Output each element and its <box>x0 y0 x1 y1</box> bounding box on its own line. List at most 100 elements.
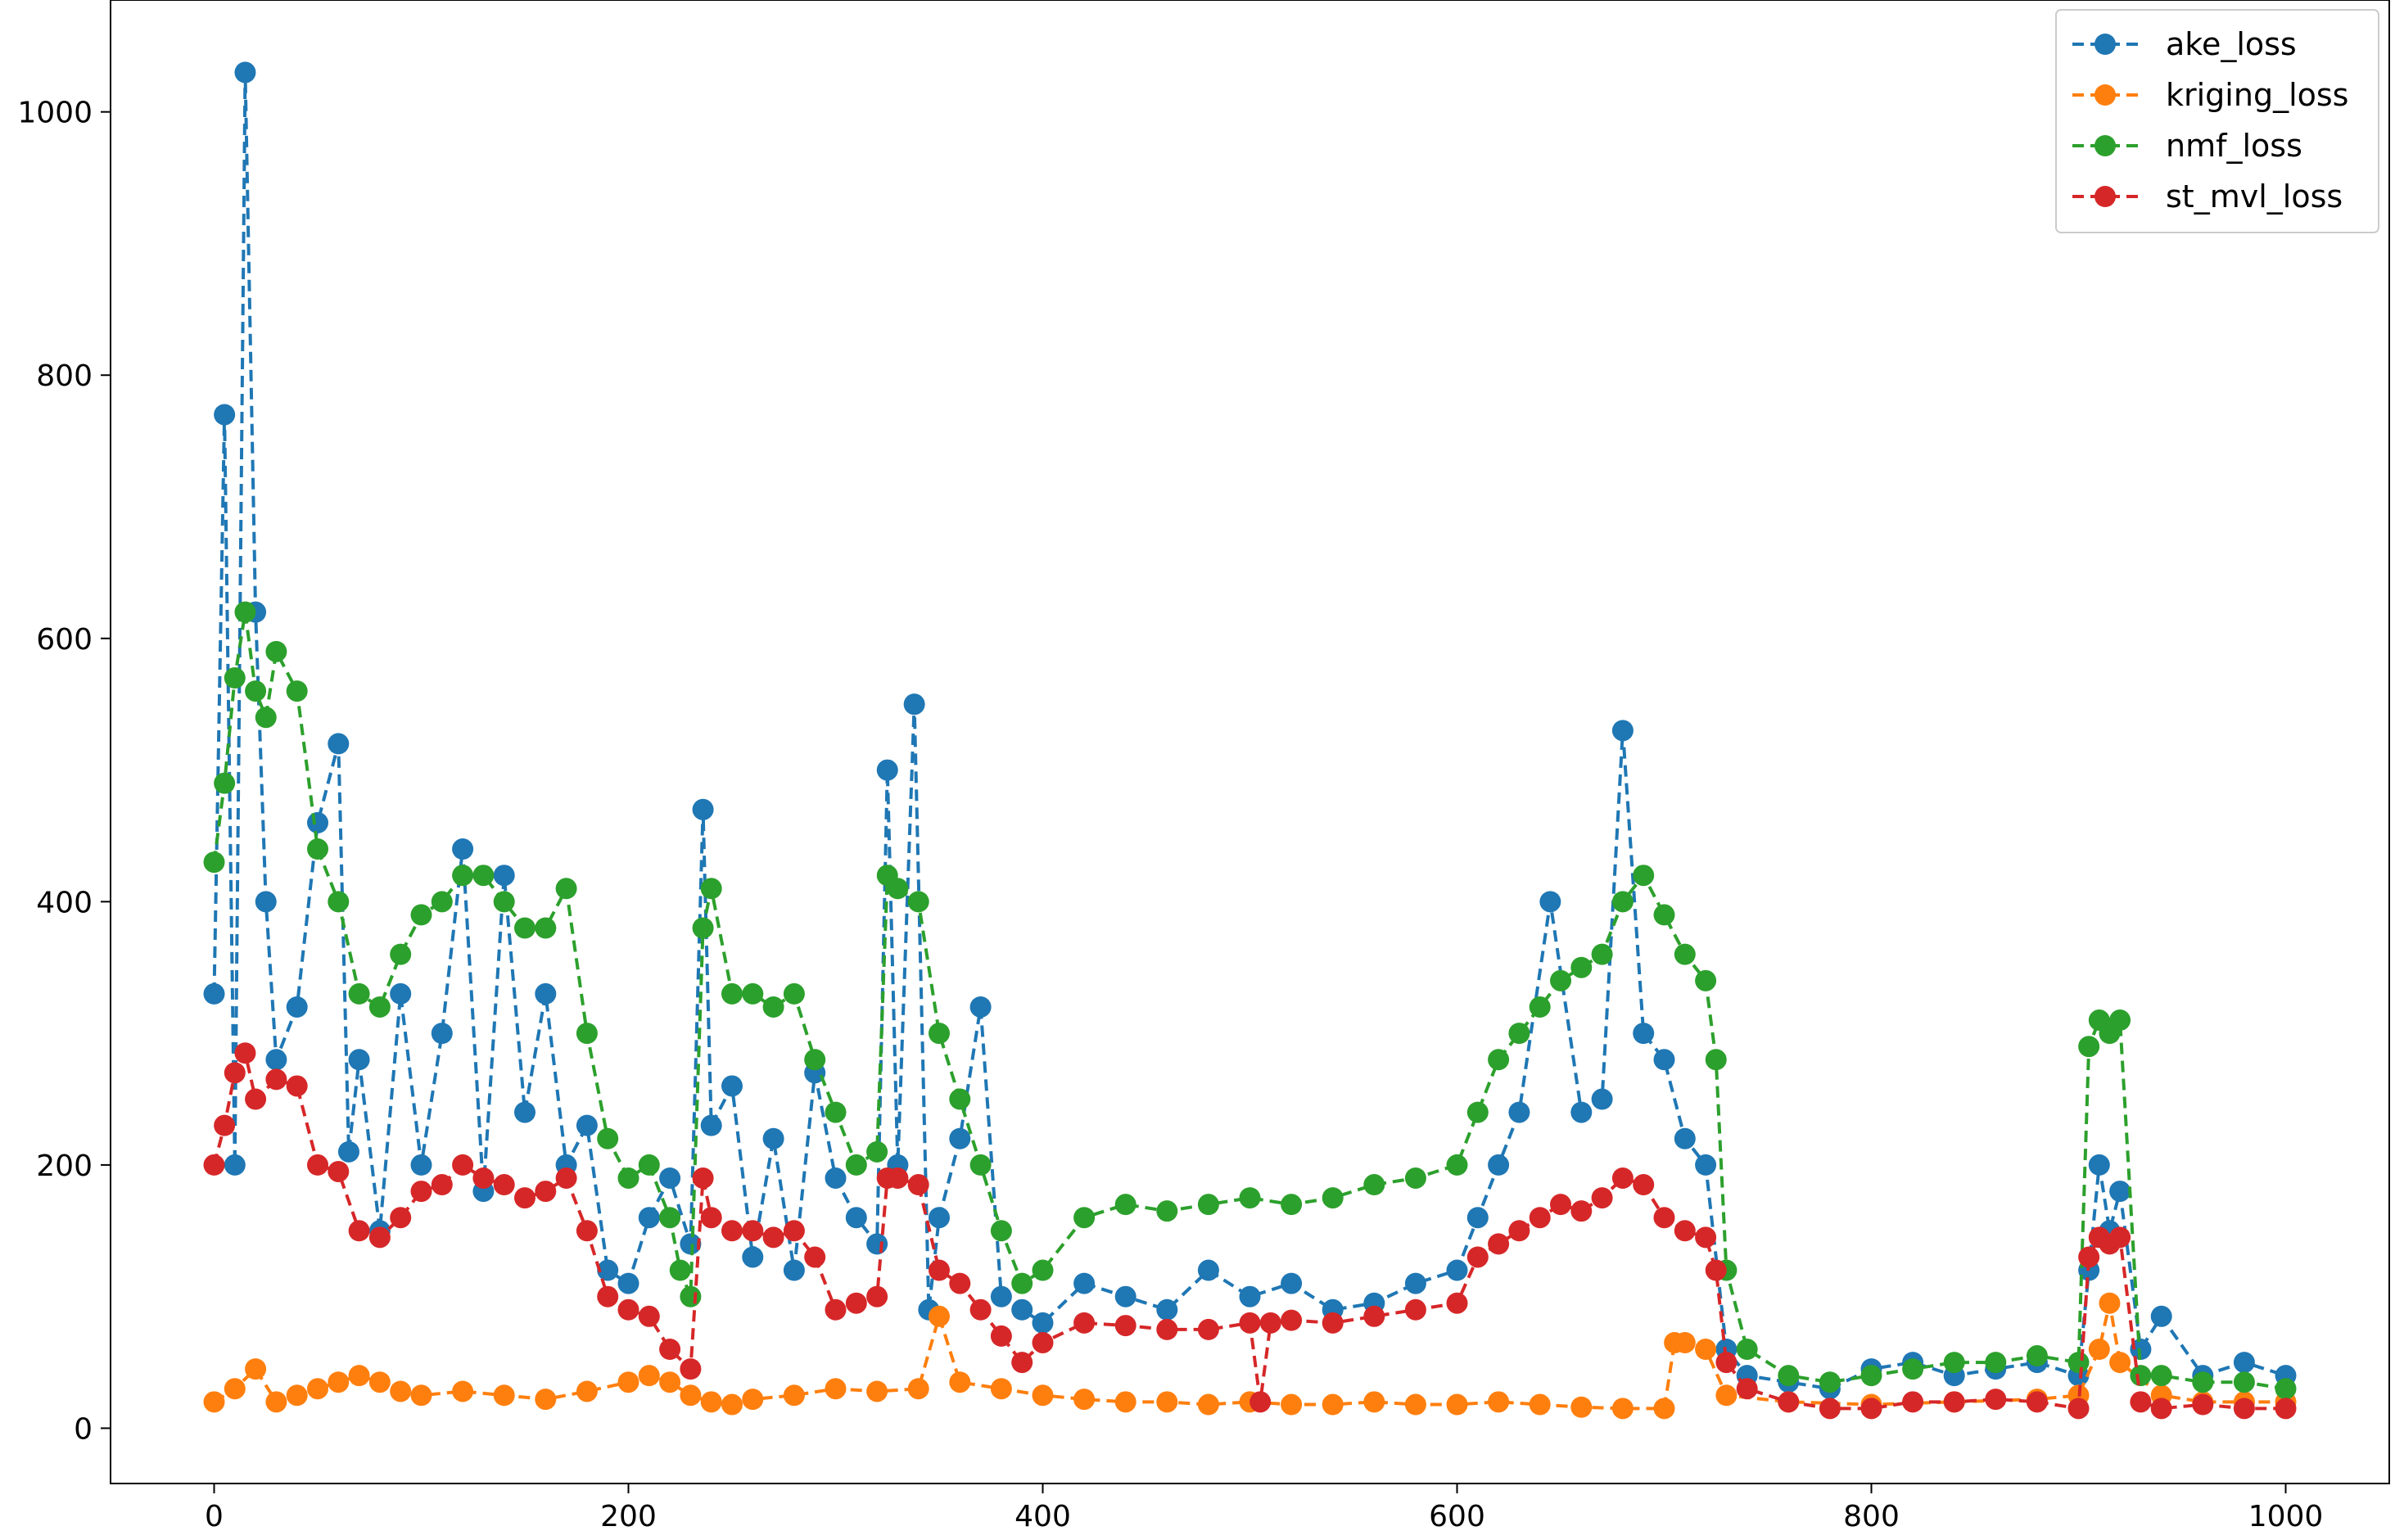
data-point <box>1550 969 1571 991</box>
data-point <box>224 1154 246 1176</box>
data-point <box>348 1220 370 1242</box>
data-point <box>1550 1194 1571 1216</box>
data-point <box>1114 1315 1136 1337</box>
data-point <box>742 1389 764 1411</box>
data-point <box>1239 1187 1261 1209</box>
data-point <box>337 1140 359 1163</box>
data-point <box>1778 1391 1800 1413</box>
data-point <box>1156 1318 1178 1340</box>
legend-label: st_mvl_loss <box>2166 178 2343 215</box>
y-tick-label: 0 <box>74 1412 93 1446</box>
data-point <box>286 1075 308 1097</box>
data-point <box>1902 1358 1924 1380</box>
data-point <box>1570 1200 1593 1222</box>
data-point <box>214 772 236 794</box>
data-point <box>907 1378 929 1400</box>
data-point <box>493 865 515 887</box>
data-point <box>348 1049 370 1071</box>
data-point <box>234 1042 256 1064</box>
data-point <box>1705 1049 1727 1071</box>
data-point <box>1197 1259 1219 1281</box>
data-point <box>1114 1194 1136 1216</box>
data-point <box>1322 1393 1344 1416</box>
data-point <box>307 811 328 833</box>
legend-swatch-marker <box>2094 34 2116 55</box>
data-point <box>1322 1312 1344 1334</box>
data-point <box>2026 1345 2048 1367</box>
data-point <box>1032 1384 1054 1407</box>
data-point <box>659 1167 681 1189</box>
data-point <box>1633 1023 1655 1045</box>
data-point <box>203 982 225 1005</box>
data-point <box>783 982 805 1005</box>
data-point <box>929 1259 950 1281</box>
data-point <box>804 1049 826 1071</box>
data-point <box>1508 1101 1530 1123</box>
data-point <box>990 1285 1012 1307</box>
data-point <box>286 996 308 1018</box>
data-point <box>514 917 535 939</box>
legend-swatch-marker <box>2094 84 2116 106</box>
data-point <box>1653 1398 1675 1420</box>
data-point <box>659 1207 681 1229</box>
data-point <box>990 1325 1012 1347</box>
data-point <box>990 1378 1012 1400</box>
data-point <box>1488 1154 1510 1176</box>
data-point <box>2078 1036 2100 1058</box>
data-point <box>2088 1339 2110 1361</box>
data-point <box>2109 1226 2131 1249</box>
data-point <box>2067 1352 2090 1374</box>
data-point <box>1943 1352 1965 1374</box>
data-point <box>907 1174 929 1196</box>
data-point <box>1674 1220 1696 1242</box>
data-point <box>1508 1023 1530 1045</box>
data-point <box>721 1075 743 1097</box>
data-point <box>1281 1309 1303 1331</box>
data-point <box>514 1187 535 1209</box>
data-point <box>390 1207 412 1229</box>
data-point <box>328 733 350 755</box>
y-axis-ticks: 0 200 400 600 800 1000 <box>17 97 111 1446</box>
data-point <box>617 1371 639 1393</box>
data-point <box>2150 1365 2172 1387</box>
data-point <box>1404 1393 1426 1416</box>
data-point <box>2150 1398 2172 1420</box>
data-point <box>1073 1207 1096 1229</box>
data-point <box>307 1378 328 1400</box>
data-point <box>597 1259 619 1281</box>
data-point <box>576 1220 598 1242</box>
data-point <box>1488 1391 1510 1413</box>
data-point <box>700 1391 722 1413</box>
data-point <box>617 1298 639 1321</box>
y-tick-label: 400 <box>36 886 93 919</box>
data-point <box>680 1233 702 1255</box>
data-point <box>721 982 743 1005</box>
data-point <box>825 1101 847 1123</box>
data-point <box>234 601 256 623</box>
data-point <box>535 1389 557 1411</box>
data-point <box>431 1023 453 1045</box>
data-point <box>410 1154 432 1176</box>
data-point <box>493 1384 515 1407</box>
data-point <box>783 1259 805 1281</box>
data-point <box>1591 1088 1613 1110</box>
data-point <box>2109 1009 2131 1032</box>
data-point <box>638 1207 660 1229</box>
data-point <box>1156 1298 1178 1321</box>
data-point <box>307 838 328 860</box>
data-point <box>2233 1371 2255 1393</box>
data-point <box>1591 1187 1613 1209</box>
data-point <box>368 1226 391 1249</box>
data-point <box>1570 956 1593 978</box>
data-point <box>866 1285 888 1307</box>
data-point <box>472 1167 495 1189</box>
data-point <box>1239 1312 1261 1334</box>
data-point <box>452 1154 474 1176</box>
data-point <box>2192 1393 2214 1416</box>
data-point <box>1011 1298 1033 1321</box>
legend-swatch-marker <box>2094 186 2116 207</box>
data-point <box>410 1181 432 1203</box>
data-point <box>721 1220 743 1242</box>
data-point <box>1488 1233 1510 1255</box>
data-point <box>224 1062 246 1084</box>
